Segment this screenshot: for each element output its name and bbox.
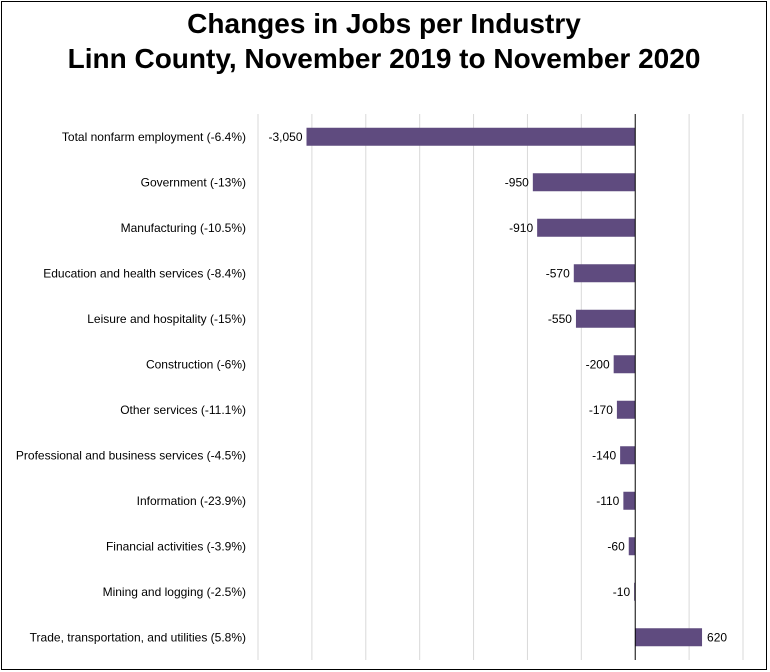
- bar: [306, 127, 636, 146]
- data-label: -910: [509, 221, 533, 235]
- data-label: 620: [707, 630, 727, 644]
- data-label: -60: [607, 539, 625, 553]
- category-label: Trade, transportation, and utilities (5.…: [30, 630, 246, 644]
- category-label: Government (-13%): [141, 175, 246, 189]
- data-label: -570: [546, 266, 570, 280]
- chart-subtitle: Linn County, November 2019 to November 2…: [67, 43, 701, 74]
- data-label: -140: [592, 448, 616, 462]
- data-label: -200: [586, 357, 610, 371]
- category-label: Total nonfarm employment (-6.4%): [62, 130, 246, 144]
- data-labels: -3,050 -950 -910 -570 -550 -200 -170 -140 -110 -6…: [268, 130, 727, 645]
- bar: [634, 582, 636, 601]
- category-labels: Total nonfarm employment (-6.4%) Governme…: [16, 130, 246, 645]
- bar: [635, 628, 703, 647]
- category-label: Mining and logging (-2.5%): [103, 585, 246, 599]
- bar: [628, 537, 636, 556]
- category-label: Leisure and hospitality (-15%): [87, 312, 246, 326]
- gridlines: [257, 114, 744, 660]
- chart-title: Changes in Jobs per Industry: [187, 8, 581, 39]
- category-label: Information (-23.9%): [137, 494, 246, 508]
- data-label: -10: [613, 585, 631, 599]
- bar: [532, 173, 636, 192]
- category-label: Other services (-11.1%): [120, 403, 246, 417]
- bar: [537, 218, 636, 237]
- bar: [575, 309, 636, 328]
- category-label: Professional and business services (-4.5…: [16, 448, 246, 462]
- category-label: Construction (-6%): [146, 357, 246, 371]
- bars: [306, 127, 703, 647]
- bar: [613, 355, 636, 374]
- data-label: -3,050: [268, 130, 302, 144]
- data-label: -110: [596, 494, 619, 508]
- data-label: -170: [589, 403, 613, 417]
- data-label: -950: [505, 175, 529, 189]
- category-label: Manufacturing (-10.5%): [121, 221, 246, 235]
- category-label: Education and health services (-8.4%): [43, 266, 246, 280]
- bar: [623, 491, 636, 510]
- category-label: Financial activities (-3.9%): [106, 539, 246, 553]
- bar: [616, 400, 636, 419]
- data-label: -550: [548, 312, 572, 326]
- bar: [573, 264, 636, 283]
- bar: [620, 446, 636, 465]
